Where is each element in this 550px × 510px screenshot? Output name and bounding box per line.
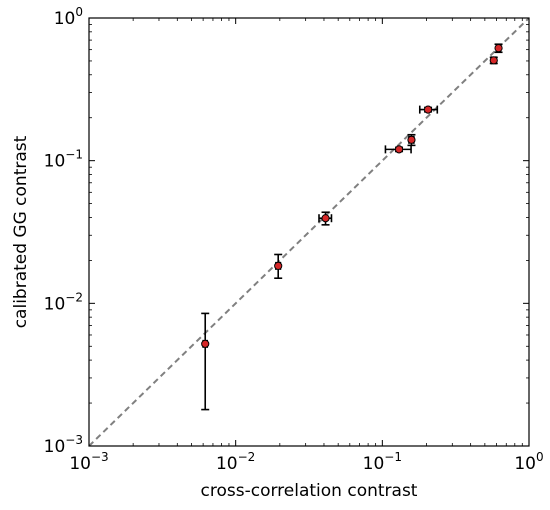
x-axis-label: cross-correlation contrast — [201, 481, 418, 501]
y-axis-label: calibrated GG contrast — [11, 135, 31, 328]
data-points — [201, 44, 503, 348]
data-point — [394, 145, 404, 154]
reference-line-layer — [89, 18, 529, 446]
y-tick-label: 10−1 — [44, 148, 83, 172]
data-point — [274, 261, 283, 270]
data-point — [489, 56, 498, 65]
y-tick-label: 10−2 — [44, 290, 83, 314]
data-point — [494, 44, 503, 53]
plot-frame — [88, 17, 530, 447]
y-tick-label: 100 — [54, 5, 83, 29]
y-tick-label: 10−3 — [44, 433, 83, 457]
plot-area — [88, 17, 530, 447]
data-point — [201, 339, 210, 348]
x-tick-labels: 10−3 10−2 10−1 100 — [69, 450, 543, 474]
x-tick-label: 10−1 — [363, 450, 402, 474]
y-tick-labels: 10−3 10−2 10−1 100 — [44, 5, 83, 457]
x-tick-label: 10−2 — [216, 450, 255, 474]
data-point — [407, 135, 416, 144]
x-tick-label: 100 — [514, 450, 543, 474]
x-tick-label: 10−3 — [69, 450, 108, 474]
data-point — [321, 214, 330, 223]
data-point — [423, 105, 433, 114]
reference-line — [89, 18, 529, 446]
